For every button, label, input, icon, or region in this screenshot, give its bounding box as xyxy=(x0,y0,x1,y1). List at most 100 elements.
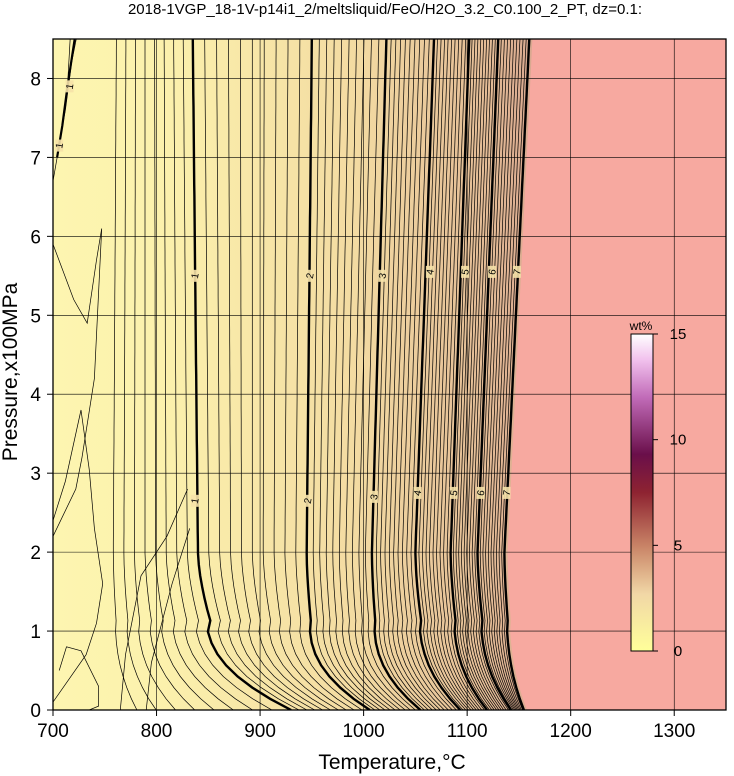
contour-label-bg xyxy=(55,139,64,152)
minor-contour-line xyxy=(469,39,504,710)
minor-contour-line xyxy=(358,39,411,710)
minor-contour-line xyxy=(418,39,464,710)
contour-label: 3 xyxy=(369,493,381,501)
minor-contour-line xyxy=(458,39,495,710)
colorbar-tick-label: 5 xyxy=(674,537,682,554)
contour-label: 5 xyxy=(449,489,461,497)
contour-label-bg xyxy=(476,486,485,499)
minor-contour-line xyxy=(455,39,493,710)
contour-label: 7 xyxy=(512,268,524,276)
contour-label: 7 xyxy=(502,489,514,497)
minor-contour-line xyxy=(154,39,215,710)
contour-label: 6 xyxy=(487,268,499,276)
minor-contour-line xyxy=(112,39,138,710)
minor-contour-line xyxy=(312,39,376,710)
minor-contour-line xyxy=(461,39,497,710)
minor-contour-line xyxy=(284,39,355,710)
contour-labels: 1 1 2 2 3 3 4 4 5 5 6 6 7 7 1 1 xyxy=(54,80,524,507)
y-tick-label: 8 xyxy=(30,69,41,90)
low-contour-line xyxy=(145,528,191,710)
contour-label-bg xyxy=(502,486,511,499)
contour-label: 1 xyxy=(54,142,66,150)
minor-contour-line xyxy=(384,39,433,710)
y-axis: 0 1 2 3 4 5 6 7 8 xyxy=(30,69,53,722)
colorbar-unit: wt% xyxy=(629,319,653,333)
minor-contour-line xyxy=(471,39,507,710)
contour-label: 2 xyxy=(303,497,315,505)
contour-label-bg xyxy=(65,80,74,93)
x-tick-label: 1000 xyxy=(342,721,384,742)
contour-label: 1 xyxy=(190,497,202,505)
minor-contour-line xyxy=(319,39,381,710)
minor-contour-line xyxy=(452,39,490,710)
minor-contour-line xyxy=(204,39,300,710)
contour-label-bg xyxy=(303,494,312,507)
minor-contour-line xyxy=(338,39,396,710)
minor-contour-line xyxy=(493,39,520,710)
y-tick-label: 7 xyxy=(30,148,41,169)
contour-label-bg xyxy=(413,486,422,499)
x-tick-label: 1100 xyxy=(447,721,488,742)
grid xyxy=(53,39,726,710)
minor-contour-line xyxy=(345,39,401,710)
y-tick-label: 0 xyxy=(30,701,41,722)
minor-contour-line xyxy=(182,39,273,710)
major-contour-line-6 xyxy=(476,39,512,710)
minor-contour-line xyxy=(463,39,500,710)
x-tick-label: 800 xyxy=(141,721,173,742)
y-axis-label: Pressure,x100MPa xyxy=(0,282,22,461)
colorbar-tick-label: 15 xyxy=(670,326,687,343)
minor-contour-line xyxy=(216,39,308,710)
minor-contour-line xyxy=(436,39,477,710)
y-tick-label: 2 xyxy=(30,543,41,564)
minor-contour-line xyxy=(443,39,482,710)
above-range-field xyxy=(507,39,726,710)
minor-contour-line xyxy=(425,39,469,710)
colorbar: wt% 0 5 10 15 xyxy=(629,319,687,660)
major-contour-line-1 xyxy=(191,39,292,710)
minor-contour-line xyxy=(487,39,517,710)
minor-contour-line xyxy=(123,39,157,710)
minor-contour-line xyxy=(375,39,425,710)
contour-label-bg xyxy=(512,265,521,278)
minor-contour-line xyxy=(173,39,253,710)
contour-label-bg xyxy=(425,265,434,278)
low-contour-line xyxy=(53,228,103,537)
minor-contour-line xyxy=(496,39,521,710)
minor-contour-line xyxy=(365,39,416,710)
x-tick-label: 900 xyxy=(244,721,276,742)
y-tick-label: 6 xyxy=(30,227,41,248)
minor-contour-line xyxy=(466,39,502,710)
contour-label: 6 xyxy=(476,489,488,497)
minor-contour-line xyxy=(406,39,453,710)
minor-contour-line xyxy=(262,39,339,710)
major-contour-line-2 xyxy=(305,39,371,710)
minor-contour-line xyxy=(501,39,527,710)
contour-label: 4 xyxy=(425,268,437,276)
contour-label: 4 xyxy=(413,489,425,497)
minor-contour-line xyxy=(325,39,386,710)
minor-contour-line xyxy=(295,39,363,710)
contour-label-bg xyxy=(190,494,199,507)
major-contour-line-4 xyxy=(414,39,462,710)
minor-contour-line xyxy=(498,39,524,710)
major-contours xyxy=(56,39,531,710)
minor-contour-line xyxy=(144,39,195,710)
y-tick-label: 3 xyxy=(30,464,41,485)
x-axis-label: Temperature,°C xyxy=(318,751,465,774)
minor-contour-line xyxy=(163,39,234,710)
x-tick-label: 1300 xyxy=(653,721,695,742)
x-tick-label: 700 xyxy=(37,721,69,742)
colorbar-ticks: 0 5 10 15 xyxy=(653,326,686,660)
chart-title: 2018-1VGP_18-1V-p14i1_2/meltsliquid/FeO/… xyxy=(128,1,642,18)
low-contour-line xyxy=(119,488,188,710)
minor-contour-line xyxy=(422,39,466,710)
low-contour-line xyxy=(53,409,104,703)
y-tick-label: 1 xyxy=(30,622,41,643)
minor-contour-line xyxy=(240,39,323,710)
minor-contour-line xyxy=(410,39,457,710)
contour-label: 1 xyxy=(65,82,77,90)
contour-label: 1 xyxy=(190,272,202,280)
plot-frame xyxy=(52,38,727,711)
